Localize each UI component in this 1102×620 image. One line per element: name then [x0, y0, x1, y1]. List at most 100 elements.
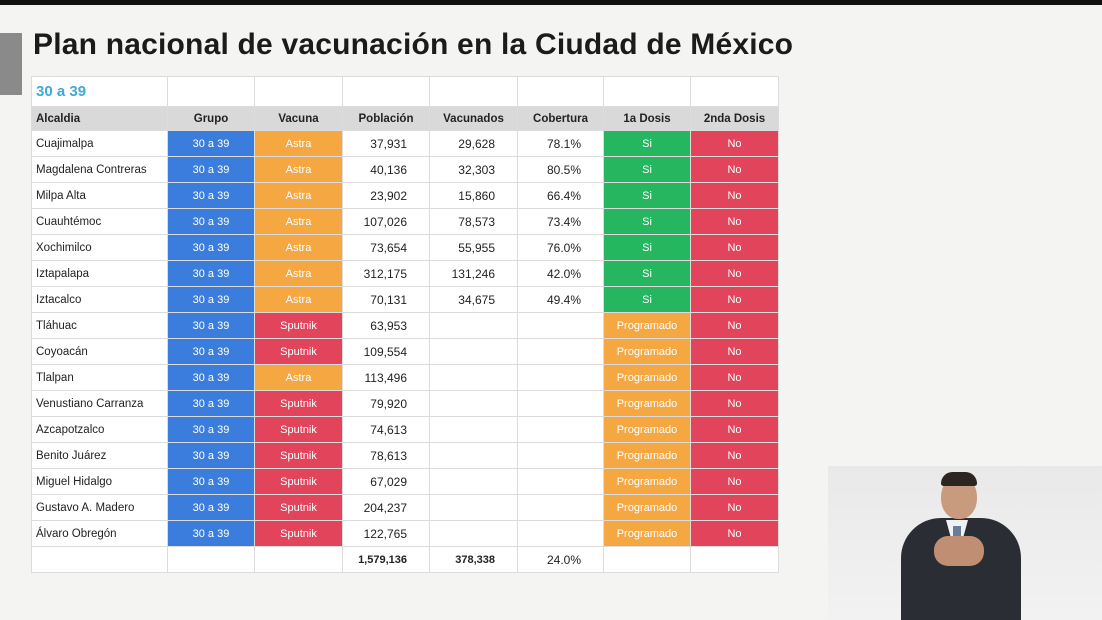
dosis2-cell: No	[690, 416, 779, 443]
dosis2-cell: No	[690, 286, 779, 313]
vacuna-cell: Sputnik	[254, 312, 343, 339]
col-header-poblacion: Población	[342, 106, 430, 131]
poblacion-cell: 40,136	[342, 156, 430, 183]
table-row: Xochimilco 30 a 39 Astra 73,654 55,955 76.0% S…	[31, 234, 779, 261]
vacunados-cell: 29,628	[429, 130, 518, 157]
alcaldia-cell: Magdalena Contreras	[31, 156, 168, 183]
col-header-dosis2: 2nda Dosis	[690, 106, 779, 131]
dosis2-cell: No	[690, 364, 779, 391]
alcaldia-cell: Xochimilco	[31, 234, 168, 261]
vacuna-cell: Astra	[254, 182, 343, 209]
grupo-cell: 30 a 39	[167, 234, 255, 261]
grupo-cell: 30 a 39	[167, 312, 255, 339]
vacuna-cell: Astra	[254, 260, 343, 287]
alcaldia-cell: Álvaro Obregón	[31, 520, 168, 547]
grupo-cell: 30 a 39	[167, 416, 255, 443]
table-row: Tlalpan 30 a 39 Astra 113,496 Programado No	[31, 364, 779, 391]
cobertura-cell: 42.0%	[517, 260, 604, 287]
vacunados-cell	[429, 390, 518, 417]
alcaldia-cell: Miguel Hidalgo	[31, 468, 168, 495]
dosis1-cell: Programado	[603, 442, 691, 469]
grupo-cell: 30 a 39	[167, 494, 255, 521]
cobertura-cell: 80.5%	[517, 156, 604, 183]
vacuna-cell: Astra	[254, 156, 343, 183]
col-header-grupo: Grupo	[167, 106, 255, 131]
alcaldia-cell: Tlalpan	[31, 364, 168, 391]
poblacion-cell: 79,920	[342, 390, 430, 417]
vacuna-cell: Sputnik	[254, 338, 343, 365]
grupo-cell: 30 a 39	[167, 390, 255, 417]
grupo-cell: 30 a 39	[167, 260, 255, 287]
col-header-dosis1: 1a Dosis	[603, 106, 691, 131]
dosis1-cell: Si	[603, 182, 691, 209]
grupo-cell: 30 a 39	[167, 364, 255, 391]
table-row: Milpa Alta 30 a 39 Astra 23,902 15,860 66.4% S…	[31, 182, 779, 209]
poblacion-cell: 70,131	[342, 286, 430, 313]
vacuna-cell: Astra	[254, 234, 343, 261]
cobertura-cell	[517, 338, 604, 365]
poblacion-cell: 109,554	[342, 338, 430, 365]
vacunados-cell	[429, 520, 518, 547]
vacunados-cell	[429, 442, 518, 469]
alcaldia-cell: Cuajimalpa	[31, 130, 168, 157]
dosis2-cell: No	[690, 156, 779, 183]
poblacion-cell: 23,902	[342, 182, 430, 209]
dosis2-cell: No	[690, 208, 779, 235]
age-group-subheader: 30 a 39	[31, 76, 168, 107]
dosis2-cell: No	[690, 338, 779, 365]
alcaldia-cell: Gustavo A. Madero	[31, 494, 168, 521]
dosis2-cell: No	[690, 130, 779, 157]
table-row: Tláhuac 30 a 39 Sputnik 63,953 Programado No	[31, 312, 779, 339]
poblacion-cell: 37,931	[342, 130, 430, 157]
table-row: Cuajimalpa 30 a 39 Astra 37,931 29,628 78.1% S…	[31, 130, 779, 157]
dosis1-cell: Si	[603, 130, 691, 157]
title-accent-bar	[0, 33, 22, 95]
table-row: Iztapalapa 30 a 39 Astra 312,175 131,246 42.0…	[31, 260, 779, 287]
interpreter-hands	[934, 536, 984, 566]
dosis2-cell: No	[690, 260, 779, 287]
poblacion-cell: 312,175	[342, 260, 430, 287]
alcaldia-cell: Iztapalapa	[31, 260, 168, 287]
cobertura-cell	[517, 364, 604, 391]
dosis1-cell: Programado	[603, 416, 691, 443]
table-row: Gustavo A. Madero 30 a 39 Sputnik 204,237 Pr…	[31, 494, 779, 521]
totals-row: 1,579,136 378,338 24.0%	[31, 546, 779, 573]
vacunados-cell	[429, 364, 518, 391]
total-cobertura: 24.0%	[517, 546, 604, 573]
cobertura-cell	[517, 416, 604, 443]
cobertura-cell: 78.1%	[517, 130, 604, 157]
vaccination-table: 30 a 39 Alcaldia Grupo Vacuna Población …	[31, 76, 779, 573]
alcaldia-cell: Coyoacán	[31, 338, 168, 365]
column-header-row: Alcaldia Grupo Vacuna Población Vacunado…	[31, 106, 779, 131]
top-bar	[0, 0, 1102, 5]
poblacion-cell: 78,613	[342, 442, 430, 469]
cobertura-cell: 76.0%	[517, 234, 604, 261]
alcaldia-cell: Milpa Alta	[31, 182, 168, 209]
table-row: Azcapotzalco 30 a 39 Sputnik 74,613 Programa…	[31, 416, 779, 443]
vacuna-cell: Sputnik	[254, 416, 343, 443]
poblacion-cell: 204,237	[342, 494, 430, 521]
total-vacunados: 378,338	[429, 546, 518, 573]
table-row: Iztacalco 30 a 39 Astra 70,131 34,675 49.4% Si…	[31, 286, 779, 313]
poblacion-cell: 74,613	[342, 416, 430, 443]
table-row: Álvaro Obregón 30 a 39 Sputnik 122,765 Progr…	[31, 520, 779, 547]
cobertura-cell	[517, 468, 604, 495]
grupo-cell: 30 a 39	[167, 208, 255, 235]
poblacion-cell: 113,496	[342, 364, 430, 391]
dosis1-cell: Si	[603, 286, 691, 313]
sign-language-interpreter-video	[828, 466, 1102, 620]
col-header-alcaldia: Alcaldia	[31, 106, 168, 131]
cobertura-cell: 49.4%	[517, 286, 604, 313]
dosis2-cell: No	[690, 312, 779, 339]
poblacion-cell: 73,654	[342, 234, 430, 261]
alcaldia-cell: Iztacalco	[31, 286, 168, 313]
dosis1-cell: Programado	[603, 338, 691, 365]
dosis1-cell: Programado	[603, 520, 691, 547]
vacuna-cell: Astra	[254, 286, 343, 313]
vacunados-cell: 32,303	[429, 156, 518, 183]
cobertura-cell	[517, 442, 604, 469]
vacunados-cell: 78,573	[429, 208, 518, 235]
vacuna-cell: Sputnik	[254, 520, 343, 547]
vacunados-cell: 15,860	[429, 182, 518, 209]
dosis1-cell: Si	[603, 208, 691, 235]
